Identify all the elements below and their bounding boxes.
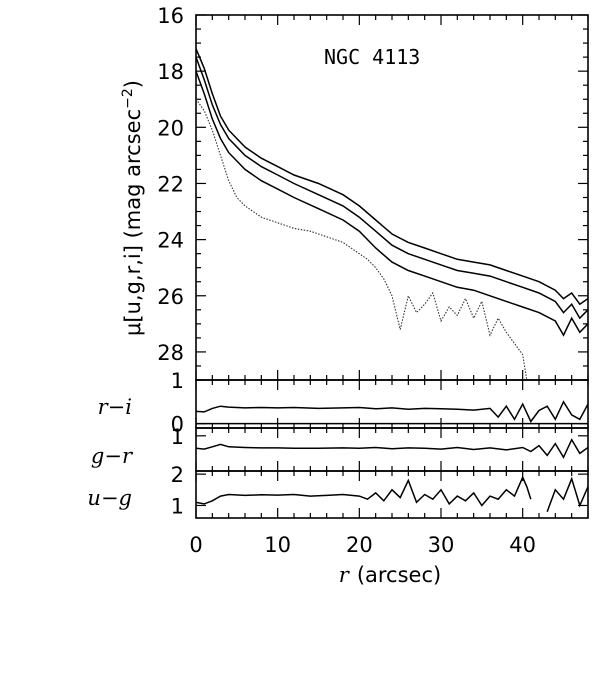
- series-line-mu-0: [196, 48, 588, 306]
- series-line-u-g-0: [196, 475, 532, 507]
- y-tick-label-mu: 22: [157, 172, 184, 196]
- series-line-mu-2: [196, 70, 588, 337]
- panel-frame-r-i: [195, 379, 589, 429]
- y-axis-title-main: μ[u,g,r,i] (mag arcsec: [121, 109, 145, 336]
- x-axis-title: r (arcsec): [339, 563, 441, 587]
- y-tick-label-mu: 28: [157, 341, 184, 365]
- series-line-u-g-1: [546, 476, 588, 512]
- x-axis-variable: r: [339, 563, 351, 587]
- panel-frame-g-r: [195, 427, 589, 472]
- x-tick-label: 0: [189, 533, 202, 557]
- panel-frame-mu: [195, 14, 589, 381]
- series-line-mu-3: [196, 98, 528, 380]
- y-axis-title: μ[u,g,r,i] (mag arcsec−2): [120, 80, 145, 336]
- x-tick-label: 40: [509, 533, 536, 557]
- series-line-r-i-0: [196, 400, 588, 423]
- y-tick-label-mu: 16: [157, 4, 184, 28]
- panel-label-u-g: u−g: [87, 486, 132, 510]
- x-axis-unit: (arcsec): [357, 563, 441, 587]
- y-tick-label-u-g: 2: [171, 463, 184, 487]
- panel-g-r: 1: [171, 425, 589, 472]
- y-axis-title-close: ): [121, 80, 145, 88]
- series-line-g-r-0: [196, 438, 588, 459]
- y-tick-label-mu: 20: [157, 116, 184, 140]
- y-tick-label-u-g: 1: [171, 494, 184, 518]
- x-tick-label: 10: [264, 533, 291, 557]
- y-tick-label-mu: 26: [157, 285, 184, 309]
- panel-label-g-r: g−r: [91, 444, 134, 468]
- y-tick-label-r-i: 1: [171, 369, 184, 393]
- panel-r-i: 10: [171, 369, 589, 437]
- y-tick-label-r-i: 0: [171, 413, 184, 437]
- galaxy-annotation: NGC 4113: [324, 45, 420, 69]
- x-tick-label: 20: [346, 533, 373, 557]
- y-axis-title-exponent: −2: [120, 88, 136, 109]
- panel-label-r-i: r−i: [98, 395, 132, 419]
- series-line-mu-1: [196, 56, 588, 320]
- x-tick-label: 30: [428, 533, 455, 557]
- y-tick-label-mu: 24: [157, 229, 184, 253]
- panel-u-g: 21: [171, 463, 589, 519]
- y-tick-label-mu: 18: [157, 60, 184, 84]
- panel-mu: 16 18 20 22 24 26 28: [157, 4, 589, 381]
- y-tick-label-g-r: 1: [171, 425, 184, 449]
